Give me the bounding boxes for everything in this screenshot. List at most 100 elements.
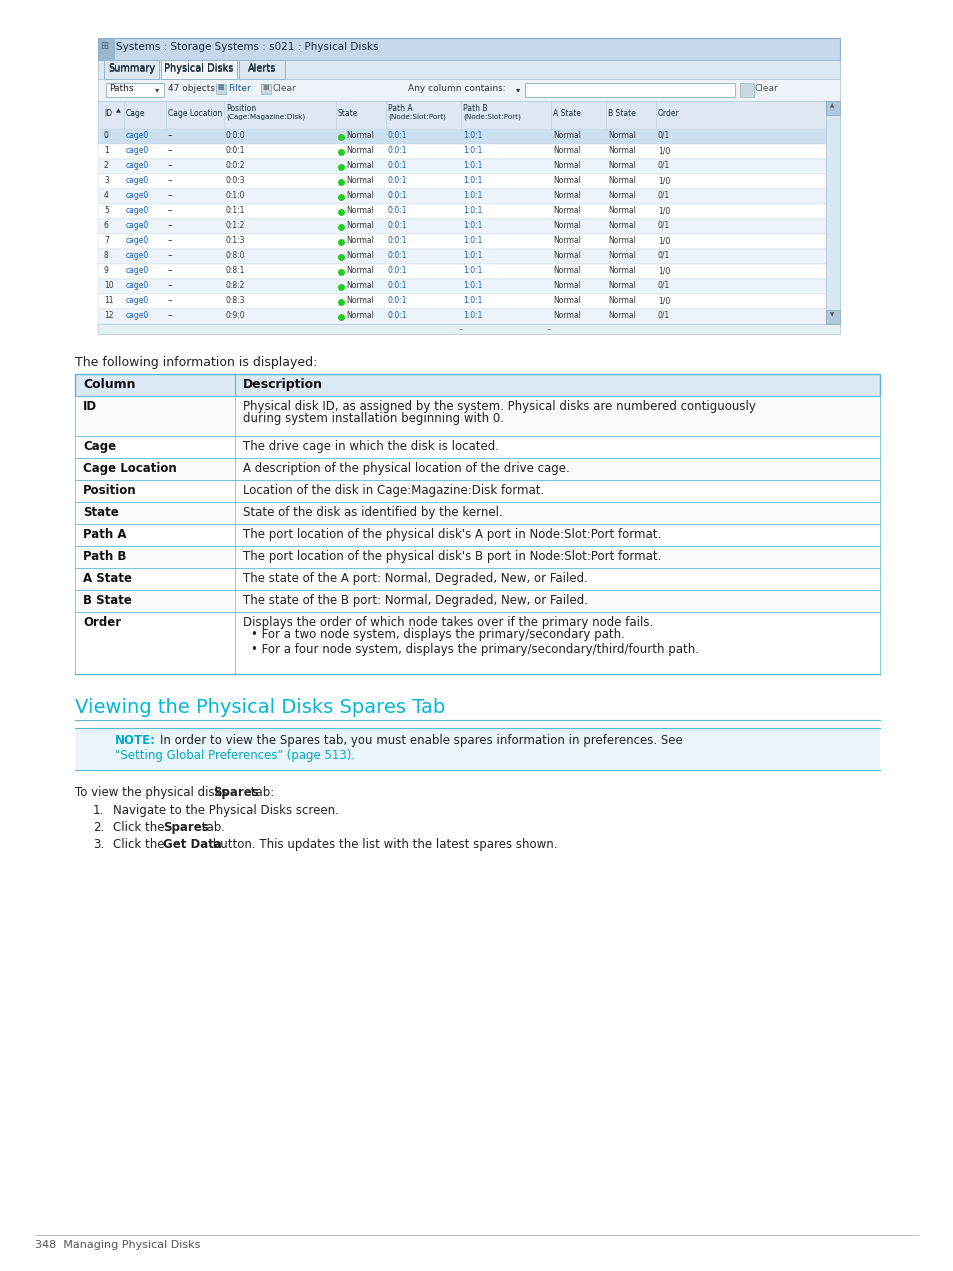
Text: 2.: 2. — [92, 821, 104, 834]
Text: Normal: Normal — [607, 296, 636, 305]
Bar — [75, 568, 879, 590]
Text: 0:9:0: 0:9:0 — [226, 311, 245, 320]
Text: 0:0:1: 0:0:1 — [388, 146, 407, 155]
Text: 4: 4 — [104, 191, 109, 200]
Bar — [98, 205, 825, 219]
Text: cage0: cage0 — [126, 281, 149, 290]
Text: Normal: Normal — [607, 250, 636, 261]
Text: Normal: Normal — [607, 311, 636, 320]
Text: 0:0:0: 0:0:0 — [226, 131, 245, 140]
Text: 1/0: 1/0 — [658, 175, 670, 186]
Text: 1/0: 1/0 — [658, 146, 670, 155]
Bar — [524, 83, 734, 97]
Text: 0:0:1: 0:0:1 — [388, 281, 407, 290]
Text: Normal: Normal — [346, 266, 374, 275]
Bar — [98, 128, 825, 144]
Bar — [98, 100, 825, 128]
Text: 1/0: 1/0 — [658, 206, 670, 215]
Bar — [239, 60, 285, 79]
Text: cage0: cage0 — [126, 191, 149, 200]
Bar — [98, 234, 825, 249]
Text: cage0: cage0 — [126, 161, 149, 170]
Text: Normal: Normal — [607, 131, 636, 140]
Text: State of the disk as identified by the kernel.: State of the disk as identified by the k… — [243, 506, 502, 519]
Bar — [75, 728, 879, 770]
Text: Normal: Normal — [607, 236, 636, 245]
Bar — [75, 374, 879, 397]
Bar — [98, 264, 825, 280]
Text: 0:0:1: 0:0:1 — [388, 175, 407, 186]
Text: 1.: 1. — [92, 805, 104, 817]
Bar — [825, 100, 840, 324]
Text: Viewing the Physical Disks Spares Tab: Viewing the Physical Disks Spares Tab — [75, 698, 445, 717]
Text: Summary: Summary — [108, 64, 155, 74]
Text: 0:1:3: 0:1:3 — [226, 236, 245, 245]
Text: Cage Location: Cage Location — [83, 461, 176, 475]
Text: Normal: Normal — [607, 191, 636, 200]
Bar — [98, 219, 825, 234]
Text: Normal: Normal — [553, 311, 580, 320]
Text: The following information is displayed:: The following information is displayed: — [75, 356, 317, 369]
Bar — [98, 38, 840, 60]
Text: 1:0:1: 1:0:1 — [462, 266, 482, 275]
Text: 1:0:1: 1:0:1 — [462, 250, 482, 261]
Text: 0:0:1: 0:0:1 — [388, 296, 407, 305]
Text: 0/1: 0/1 — [658, 311, 670, 320]
Text: Physical Disks: Physical Disks — [164, 64, 233, 74]
Bar — [215, 84, 226, 94]
Text: A State: A State — [553, 109, 580, 118]
Text: --: -- — [168, 296, 173, 305]
Text: 9: 9 — [104, 266, 109, 275]
Text: 1:0:1: 1:0:1 — [462, 191, 482, 200]
Text: Normal: Normal — [346, 311, 374, 320]
Bar — [98, 144, 825, 159]
Text: 0:8:1: 0:8:1 — [226, 266, 245, 275]
Text: 1:0:1: 1:0:1 — [462, 281, 482, 290]
Text: 0:0:1: 0:0:1 — [388, 250, 407, 261]
Text: --: -- — [168, 266, 173, 275]
Text: Order: Order — [83, 616, 121, 629]
Text: ▾: ▾ — [154, 85, 159, 94]
Text: Path B: Path B — [83, 550, 126, 563]
Text: 1:0:1: 1:0:1 — [462, 296, 482, 305]
Bar — [75, 397, 879, 436]
Text: To view the physical disks: To view the physical disks — [75, 785, 232, 799]
Text: --: -- — [168, 206, 173, 215]
Text: 1:0:1: 1:0:1 — [462, 236, 482, 245]
Text: Normal: Normal — [346, 236, 374, 245]
Bar — [75, 436, 879, 458]
Text: 10: 10 — [104, 281, 113, 290]
Text: cage0: cage0 — [126, 131, 149, 140]
Text: Normal: Normal — [607, 281, 636, 290]
Text: 11: 11 — [104, 296, 113, 305]
Text: 8: 8 — [104, 250, 109, 261]
Text: • For a four node system, displays the primary/secondary/third/fourth path.: • For a four node system, displays the p… — [251, 643, 699, 656]
Text: 7: 7 — [104, 236, 109, 245]
Text: 0/1: 0/1 — [658, 221, 670, 230]
Bar — [98, 60, 840, 79]
Text: Normal: Normal — [553, 131, 580, 140]
Text: cage0: cage0 — [126, 206, 149, 215]
Text: cage0: cage0 — [126, 175, 149, 186]
Text: 0: 0 — [104, 131, 109, 140]
Text: 0/1: 0/1 — [658, 161, 670, 170]
Bar — [75, 502, 879, 524]
Text: The state of the A port: Normal, Degraded, New, or Failed.: The state of the A port: Normal, Degrade… — [243, 572, 587, 585]
Text: Cage Location: Cage Location — [168, 109, 222, 118]
Text: Normal: Normal — [607, 161, 636, 170]
Text: Normal: Normal — [346, 206, 374, 215]
Text: B State: B State — [607, 109, 636, 118]
Text: 1: 1 — [104, 146, 109, 155]
Bar — [98, 309, 825, 324]
Bar — [98, 79, 840, 100]
Text: 0:0:1: 0:0:1 — [388, 161, 407, 170]
Text: In order to view the Spares tab, you must enable spares information in preferenc: In order to view the Spares tab, you mus… — [160, 733, 682, 747]
Text: The port location of the physical disk's B port in Node:Slot:Port format.: The port location of the physical disk's… — [243, 550, 660, 563]
Text: The port location of the physical disk's A port in Node:Slot:Port format.: The port location of the physical disk's… — [243, 527, 660, 541]
Text: The drive cage in which the disk is located.: The drive cage in which the disk is loca… — [243, 440, 498, 452]
Text: Normal: Normal — [346, 281, 374, 290]
Text: tab.: tab. — [197, 821, 225, 834]
Text: 0:8:2: 0:8:2 — [226, 281, 245, 290]
Bar — [98, 324, 840, 334]
Bar — [98, 294, 825, 309]
